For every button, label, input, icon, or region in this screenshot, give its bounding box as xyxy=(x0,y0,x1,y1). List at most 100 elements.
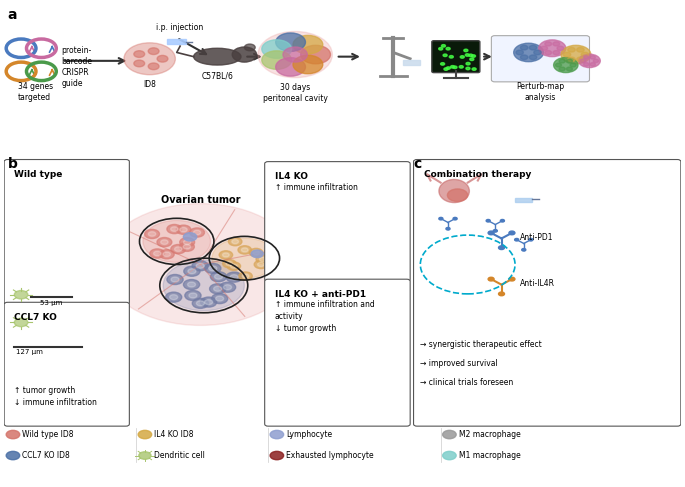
Circle shape xyxy=(176,225,191,234)
Circle shape xyxy=(328,388,338,394)
Circle shape xyxy=(353,203,364,209)
Circle shape xyxy=(145,229,160,239)
Circle shape xyxy=(579,54,600,68)
Circle shape xyxy=(29,225,49,238)
Circle shape xyxy=(77,352,99,365)
Circle shape xyxy=(148,48,159,55)
Circle shape xyxy=(219,251,233,259)
Circle shape xyxy=(471,264,487,274)
Circle shape xyxy=(185,290,201,300)
Circle shape xyxy=(441,45,445,47)
Circle shape xyxy=(482,259,498,269)
Circle shape xyxy=(443,54,447,56)
Circle shape xyxy=(16,343,38,357)
Text: a: a xyxy=(8,8,17,22)
Circle shape xyxy=(228,237,242,246)
Circle shape xyxy=(590,56,595,59)
Circle shape xyxy=(568,57,575,62)
Circle shape xyxy=(540,46,547,50)
Circle shape xyxy=(14,291,28,299)
Circle shape xyxy=(184,266,200,276)
Circle shape xyxy=(458,253,465,258)
Circle shape xyxy=(212,238,277,279)
Circle shape xyxy=(447,67,450,69)
Circle shape xyxy=(499,292,504,296)
Circle shape xyxy=(584,56,589,59)
Circle shape xyxy=(570,63,576,67)
Circle shape xyxy=(563,52,571,57)
Text: ↑ tumor growth
↓ immune infiltration: ↑ tumor growth ↓ immune infiltration xyxy=(14,386,97,407)
Circle shape xyxy=(290,362,299,368)
Circle shape xyxy=(78,234,88,240)
Ellipse shape xyxy=(194,48,241,65)
Text: Wild type: Wild type xyxy=(14,170,63,179)
Circle shape xyxy=(57,378,78,391)
Circle shape xyxy=(184,280,199,290)
Circle shape xyxy=(530,45,537,50)
Circle shape xyxy=(67,233,87,245)
Circle shape xyxy=(56,375,67,382)
Circle shape xyxy=(46,239,66,252)
Circle shape xyxy=(196,263,204,268)
Circle shape xyxy=(190,228,205,237)
Circle shape xyxy=(148,63,159,70)
Circle shape xyxy=(581,52,588,57)
Circle shape xyxy=(75,222,93,233)
Circle shape xyxy=(295,378,314,390)
Text: b: b xyxy=(8,157,17,171)
Circle shape xyxy=(15,358,26,365)
Circle shape xyxy=(286,211,307,224)
Text: IL4 KO: IL4 KO xyxy=(275,172,308,181)
FancyBboxPatch shape xyxy=(264,279,410,426)
Circle shape xyxy=(338,382,347,388)
Circle shape xyxy=(339,226,357,238)
Circle shape xyxy=(322,362,332,369)
Circle shape xyxy=(232,47,257,62)
Circle shape xyxy=(188,282,196,287)
Circle shape xyxy=(334,199,355,211)
Circle shape xyxy=(475,267,483,272)
Circle shape xyxy=(76,208,96,221)
Circle shape xyxy=(319,203,337,214)
Circle shape xyxy=(349,206,369,219)
Circle shape xyxy=(193,230,201,235)
Circle shape xyxy=(79,356,101,370)
Circle shape xyxy=(333,351,342,357)
Circle shape xyxy=(74,377,85,384)
Circle shape xyxy=(320,193,340,206)
Circle shape xyxy=(227,262,240,270)
Text: IL4 KO + anti-PD1: IL4 KO + anti-PD1 xyxy=(275,290,366,299)
Circle shape xyxy=(306,392,325,404)
Circle shape xyxy=(342,350,352,356)
Circle shape xyxy=(553,51,560,55)
Circle shape xyxy=(36,376,47,383)
Circle shape xyxy=(6,431,20,439)
Circle shape xyxy=(216,296,224,301)
Circle shape xyxy=(170,295,177,300)
Circle shape xyxy=(486,261,494,266)
Circle shape xyxy=(464,49,468,52)
Circle shape xyxy=(444,250,460,261)
Circle shape xyxy=(561,45,591,64)
Text: IL4 KO ID8: IL4 KO ID8 xyxy=(154,430,194,439)
Circle shape xyxy=(99,231,110,237)
Circle shape xyxy=(184,240,191,244)
Circle shape xyxy=(160,250,174,259)
FancyBboxPatch shape xyxy=(432,41,480,73)
Circle shape xyxy=(450,278,466,288)
Circle shape xyxy=(299,371,309,377)
Circle shape xyxy=(62,340,73,347)
Circle shape xyxy=(446,227,450,230)
Circle shape xyxy=(338,347,357,359)
Circle shape xyxy=(232,240,238,244)
Circle shape xyxy=(209,266,217,271)
Circle shape xyxy=(226,262,233,266)
Circle shape xyxy=(68,374,90,388)
Circle shape xyxy=(50,238,60,244)
Circle shape xyxy=(197,301,204,306)
Circle shape xyxy=(29,335,51,349)
Circle shape xyxy=(214,286,222,291)
Circle shape xyxy=(577,47,584,52)
Circle shape xyxy=(452,263,460,268)
Circle shape xyxy=(328,348,347,360)
